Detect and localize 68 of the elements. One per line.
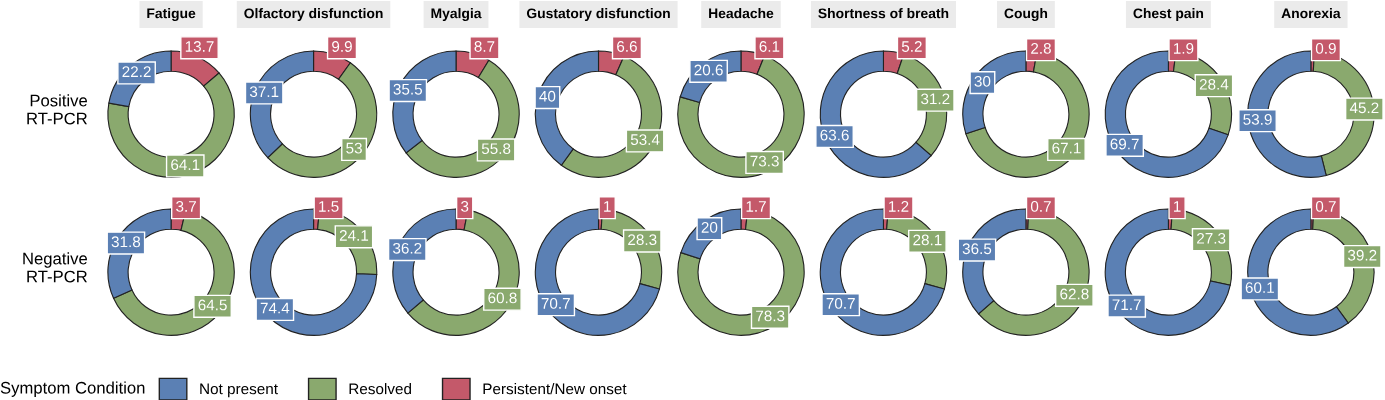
legend-label: Not present xyxy=(200,383,278,398)
data-label: 0.7 xyxy=(1030,200,1051,212)
chart-title: Fatigue xyxy=(147,8,196,22)
data-label: 53 xyxy=(346,142,362,154)
data-label: 39.2 xyxy=(1347,249,1377,261)
data-label: 69.7 xyxy=(1110,138,1139,150)
data-label: 53.4 xyxy=(630,134,660,146)
data-label: 28.3 xyxy=(628,234,657,246)
data-label: 64.1 xyxy=(171,159,200,171)
data-label: 74.4 xyxy=(260,302,290,314)
legend-label: Resolved xyxy=(349,383,411,395)
data-label: 20 xyxy=(701,221,718,233)
data-label: 35.5 xyxy=(393,83,423,95)
chart-title: Cough xyxy=(1004,8,1048,22)
data-label: 67.1 xyxy=(1052,142,1081,154)
data-label: 6.6 xyxy=(617,41,637,52)
data-label: 24.1 xyxy=(339,230,369,241)
data-label: 62.8 xyxy=(1060,288,1089,300)
data-label: 28.1 xyxy=(913,234,942,246)
data-label: 8.7 xyxy=(474,41,495,52)
data-label: 55.8 xyxy=(481,143,511,155)
data-label: 64.5 xyxy=(198,299,227,311)
data-label: 60.1 xyxy=(1245,282,1274,294)
data-label: 36.2 xyxy=(392,242,422,254)
data-label: 71.7 xyxy=(1112,299,1141,310)
data-label: 78.3 xyxy=(756,310,785,322)
chart-title: Myalgia xyxy=(431,8,482,22)
chart-title: Chest pain xyxy=(1133,8,1204,21)
data-label: 27.3 xyxy=(1197,232,1226,244)
data-label: 20.6 xyxy=(694,64,723,76)
data-label: 0.9 xyxy=(1315,42,1336,54)
data-label: 3.7 xyxy=(176,200,196,212)
data-label: 1 xyxy=(1173,201,1181,212)
chart-title: Shortness of breath xyxy=(818,8,949,19)
data-label: 40 xyxy=(539,90,556,102)
data-label: 45.2 xyxy=(1349,102,1379,114)
data-label: 63.6 xyxy=(820,129,849,141)
data-label: 9.9 xyxy=(332,41,352,52)
data-label: 1.9 xyxy=(1173,42,1194,54)
data-label: 53.9 xyxy=(1243,114,1272,125)
data-label: 22.2 xyxy=(122,66,151,77)
data-label: 2.8 xyxy=(1031,42,1051,54)
legend-title: Symptom Condition xyxy=(0,381,145,397)
legend-label: Persistent/New onset xyxy=(483,383,627,395)
data-label: 60.8 xyxy=(488,292,517,304)
data-label: 31.2 xyxy=(921,93,950,105)
data-label: 37.1 xyxy=(249,86,279,98)
data-label: 1 xyxy=(604,201,611,212)
data-label: 73.3 xyxy=(750,155,779,167)
chart-title: Olfactory disfunction xyxy=(244,8,383,21)
data-label: 31.8 xyxy=(111,236,141,248)
data-label: 6.1 xyxy=(759,41,780,52)
chart-title: Headache xyxy=(709,8,774,19)
text: Negative RT-PCR xyxy=(23,252,88,283)
data-label: 1.5 xyxy=(319,201,339,212)
data-label: 70.7 xyxy=(541,297,570,309)
data-label: 0.7 xyxy=(1315,200,1336,212)
data-label: 13.7 xyxy=(185,41,214,52)
data-label: 1.7 xyxy=(746,201,766,212)
chart-title: Gustatory disfunction xyxy=(526,8,670,21)
data-label: 70.7 xyxy=(826,297,855,309)
chart-title: Anorexia xyxy=(1281,8,1341,19)
data-label: 30 xyxy=(974,75,991,87)
data-label: 28.4 xyxy=(1199,78,1229,90)
data-label: 36.5 xyxy=(962,243,992,255)
text: Positive RT-PCR xyxy=(27,94,88,125)
data-label: 5.2 xyxy=(901,41,922,52)
data-label: 1.2 xyxy=(889,200,909,212)
